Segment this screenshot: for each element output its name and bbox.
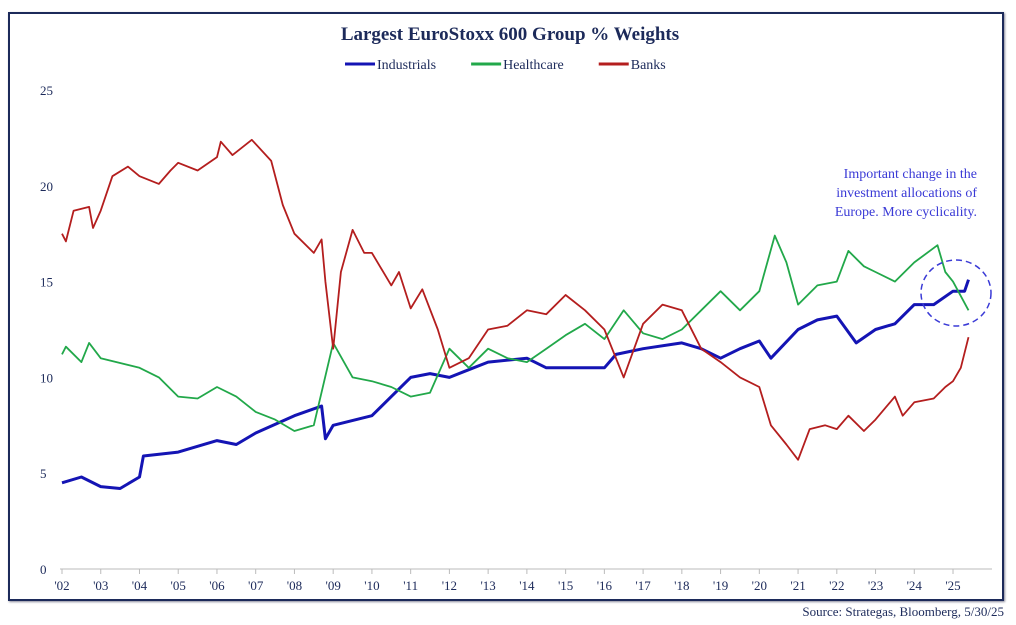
x-tick-label: '20 bbox=[752, 578, 767, 593]
y-tick-label: 25 bbox=[40, 83, 53, 98]
chart-frame bbox=[8, 12, 1004, 601]
x-tick-label: '04 bbox=[132, 578, 148, 593]
series-line-banks bbox=[61, 138, 970, 461]
x-tick-label: '14 bbox=[519, 578, 535, 593]
legend: Industrials Healthcare Banks bbox=[345, 58, 666, 73]
x-tick-label: '02 bbox=[54, 578, 69, 593]
y-tick-label: 15 bbox=[40, 275, 53, 290]
x-tick-label: '05 bbox=[171, 578, 186, 593]
y-tick-label: 20 bbox=[40, 179, 53, 194]
x-tick-label: '10 bbox=[364, 578, 379, 593]
legend-label: Industrials bbox=[377, 58, 436, 73]
legend-label: Healthcare bbox=[503, 58, 564, 73]
x-tick-label: '19 bbox=[713, 578, 728, 593]
x-tick-label: '18 bbox=[674, 578, 689, 593]
x-tick-label: '23 bbox=[868, 578, 883, 593]
x-tick-label: '07 bbox=[248, 578, 264, 593]
y-tick-label: 10 bbox=[40, 370, 53, 385]
highlight-circle bbox=[920, 259, 992, 327]
x-tick-label: '16 bbox=[597, 578, 613, 593]
series-lines bbox=[61, 138, 970, 490]
x-tick-label: '15 bbox=[558, 578, 573, 593]
x-tick-label: '22 bbox=[829, 578, 844, 593]
annotation-text: Europe. More cyclicality. bbox=[835, 205, 977, 220]
y-tick-label: 5 bbox=[40, 466, 47, 481]
x-tick-label: '08 bbox=[287, 578, 302, 593]
x-tick-label: '25 bbox=[945, 578, 960, 593]
x-tick-label: '09 bbox=[326, 578, 341, 593]
x-tick-label: '24 bbox=[907, 578, 923, 593]
annotation-text: investment allocations of bbox=[836, 186, 977, 201]
x-tick-label: '13 bbox=[480, 578, 495, 593]
y-tick-label: 0 bbox=[40, 562, 47, 577]
annotation-text: Important change in the bbox=[844, 167, 977, 182]
annotation: Important change in the investment alloca… bbox=[835, 167, 992, 327]
series-line-industrials bbox=[61, 279, 970, 490]
x-tick-label: '03 bbox=[93, 578, 108, 593]
x-tick-label: '21 bbox=[790, 578, 805, 593]
legend-label: Banks bbox=[631, 58, 666, 73]
x-tick-label: '11 bbox=[403, 578, 418, 593]
chart-title: Largest EuroStoxx 600 Group % Weights bbox=[341, 24, 679, 45]
x-tick-label: '12 bbox=[442, 578, 457, 593]
x-tick-label: '06 bbox=[209, 578, 225, 593]
x-tick-label: '17 bbox=[635, 578, 651, 593]
series-line-healthcare bbox=[61, 234, 970, 432]
source-note: Source: Strategas, Bloomberg, 5/30/25 bbox=[802, 604, 1004, 619]
axes: 0 5 10 15 20 25 '02 '03 '04 '05 '06 '07 '08 '09 '10 '11… bbox=[40, 83, 992, 593]
